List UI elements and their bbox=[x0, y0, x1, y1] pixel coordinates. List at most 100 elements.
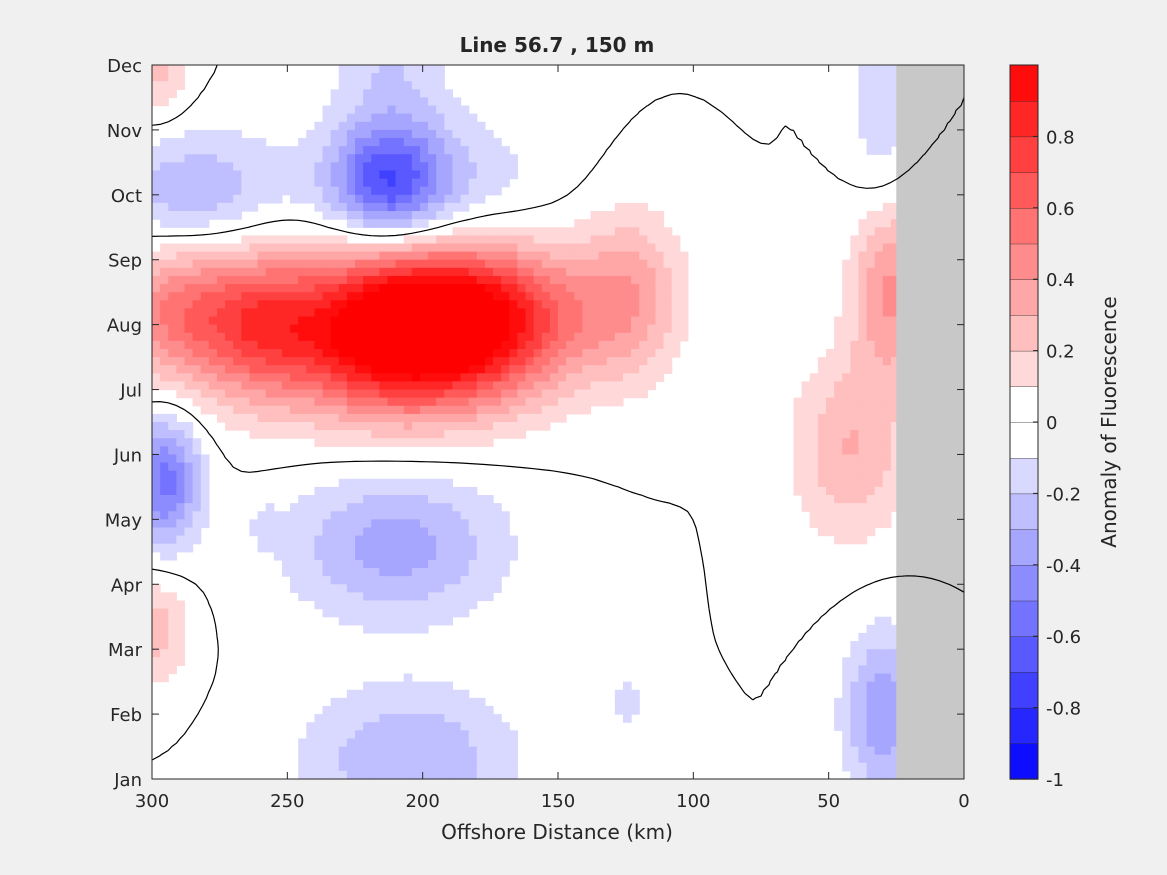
heatmap-cell bbox=[574, 397, 583, 407]
heatmap-cell bbox=[850, 324, 860, 334]
heatmap-cell bbox=[338, 243, 348, 253]
heatmap-cell bbox=[152, 267, 161, 277]
heatmap-cell bbox=[419, 592, 429, 602]
heatmap-cell bbox=[452, 722, 462, 731]
heatmap-cell bbox=[834, 697, 843, 707]
heatmap-cell bbox=[160, 186, 169, 196]
heatmap-cell bbox=[322, 308, 332, 318]
heatmap-cell bbox=[208, 211, 218, 220]
heatmap-cell bbox=[176, 243, 186, 253]
heatmap-cell bbox=[493, 243, 502, 253]
heatmap-cell bbox=[216, 186, 226, 196]
heatmap-cell bbox=[436, 592, 445, 602]
heatmap-cell bbox=[346, 770, 356, 780]
heatmap-cell bbox=[541, 308, 551, 318]
heatmap-cell bbox=[444, 422, 454, 431]
heatmap-cell bbox=[306, 259, 315, 269]
heatmap-cell bbox=[395, 202, 405, 212]
heatmap-cell bbox=[858, 332, 868, 342]
heatmap-cell bbox=[176, 154, 186, 163]
heatmap-cell bbox=[882, 632, 892, 642]
heatmap-cell bbox=[493, 324, 502, 334]
heatmap-cell bbox=[249, 300, 259, 310]
heatmap-cell bbox=[233, 413, 242, 423]
heatmap-cell bbox=[428, 332, 437, 342]
heatmap-cell bbox=[809, 422, 819, 431]
heatmap-cell bbox=[216, 324, 226, 334]
heatmap-cell bbox=[281, 251, 291, 261]
heatmap-cell bbox=[411, 373, 421, 383]
heatmap-cell bbox=[176, 389, 186, 399]
heatmap-cell bbox=[834, 422, 843, 431]
heatmap-cell bbox=[590, 316, 600, 326]
heatmap-cell bbox=[655, 308, 665, 318]
heatmap-cell bbox=[582, 235, 592, 245]
heatmap-cell bbox=[582, 373, 592, 383]
heatmap-cell bbox=[168, 308, 177, 318]
heatmap-cell bbox=[257, 251, 267, 261]
heatmap-cell bbox=[322, 284, 332, 293]
heatmap-cell bbox=[622, 705, 632, 715]
heatmap-cell bbox=[517, 292, 527, 301]
heatmap-cell bbox=[241, 357, 251, 366]
heatmap-cell bbox=[314, 381, 324, 391]
heatmap-cell bbox=[842, 746, 851, 756]
heatmap-cell bbox=[419, 146, 429, 155]
heatmap-cell bbox=[874, 632, 884, 642]
heatmap-cell bbox=[330, 389, 340, 399]
heatmap-cell bbox=[249, 170, 259, 180]
heatmap-cell bbox=[874, 332, 884, 342]
heatmap-cell bbox=[582, 251, 592, 261]
heatmap-cell bbox=[574, 389, 583, 399]
heatmap-cell bbox=[338, 308, 348, 318]
heatmap-cell bbox=[395, 332, 405, 342]
heatmap-cell bbox=[858, 324, 868, 334]
heatmap-cell bbox=[419, 438, 429, 447]
heatmap-cell bbox=[501, 519, 510, 529]
heatmap-cell bbox=[395, 527, 405, 537]
heatmap-cell bbox=[346, 535, 356, 545]
heatmap-cell bbox=[874, 146, 884, 155]
heatmap-cell bbox=[842, 348, 851, 358]
heatmap-cell bbox=[395, 746, 405, 756]
heatmap-cell bbox=[355, 113, 364, 123]
heatmap-cell bbox=[387, 584, 397, 593]
heatmap-cell bbox=[476, 397, 486, 407]
heatmap-cell bbox=[395, 284, 405, 293]
heatmap-cell bbox=[655, 267, 665, 277]
heatmap-cell bbox=[306, 551, 315, 561]
heatmap-cell bbox=[484, 292, 494, 301]
heatmap-cell bbox=[890, 357, 900, 366]
heatmap-cell bbox=[281, 348, 291, 358]
heatmap-cell bbox=[850, 365, 860, 374]
heatmap-cell bbox=[452, 105, 462, 115]
heatmap-cell bbox=[882, 413, 892, 423]
heatmap-cell bbox=[355, 373, 364, 383]
heatmap-cell bbox=[890, 300, 900, 310]
heatmap-cell bbox=[614, 705, 624, 715]
heatmap-cell bbox=[825, 462, 835, 472]
heatmap-cell bbox=[890, 397, 900, 407]
heatmap-cell bbox=[184, 381, 194, 391]
heatmap-cell bbox=[411, 705, 421, 715]
heatmap-cell bbox=[866, 486, 876, 496]
heatmap-cell bbox=[525, 300, 535, 310]
heatmap-cell bbox=[793, 430, 803, 439]
heatmap-cell bbox=[208, 251, 218, 261]
heatmap-cell bbox=[874, 292, 884, 301]
heatmap-cell bbox=[322, 211, 332, 220]
heatmap-cell bbox=[273, 251, 283, 261]
heatmap-cell bbox=[501, 251, 510, 261]
heatmap-cell bbox=[168, 275, 177, 285]
heatmap-cell bbox=[639, 227, 648, 236]
heatmap-cell bbox=[192, 527, 202, 537]
heatmap-cell bbox=[273, 422, 283, 431]
heatmap-cell bbox=[558, 243, 567, 253]
heatmap-cell bbox=[241, 422, 251, 431]
heatmap-cell bbox=[501, 389, 510, 399]
heatmap-cell bbox=[281, 357, 291, 366]
heatmap-cell bbox=[493, 178, 502, 188]
heatmap-cell bbox=[168, 292, 177, 301]
heatmap-cell bbox=[890, 486, 900, 496]
heatmap-cell bbox=[379, 154, 389, 163]
